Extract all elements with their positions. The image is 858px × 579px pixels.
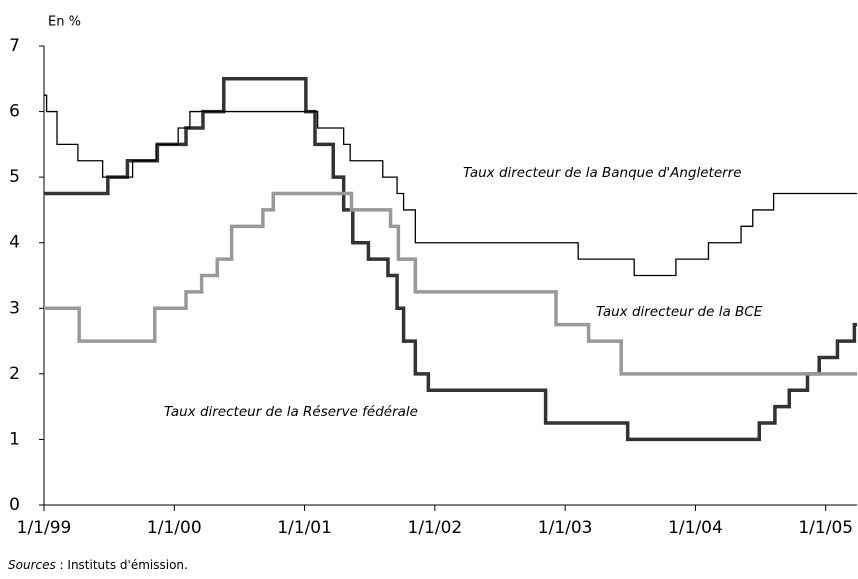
y-tick-label: 3 xyxy=(9,298,20,318)
rate-line xyxy=(44,77,857,442)
source-text: : Instituts d'émission. xyxy=(56,558,188,572)
source: Sources : Instituts d'émission. xyxy=(8,558,188,572)
x-tick-label: 1/1/01 xyxy=(277,518,332,538)
x-tick-label: 1/1/04 xyxy=(668,518,723,538)
rate-line xyxy=(44,94,857,277)
y-tick-label: 4 xyxy=(9,233,20,253)
y-tick-label: 2 xyxy=(9,364,20,384)
y-tick-label: 1 xyxy=(9,429,20,449)
x-tick-label: 1/1/02 xyxy=(408,518,463,538)
x-tick-label: 1/1/99 xyxy=(17,518,72,538)
x-tick-label: 1/1/03 xyxy=(538,518,593,538)
x-tick-label: 1/1/00 xyxy=(147,518,202,538)
annotation: Taux directeur de la BCE xyxy=(596,304,763,320)
y-tick-label: 6 xyxy=(9,102,20,122)
rate-line xyxy=(44,191,857,376)
x-tick-label: 1/1/05 xyxy=(798,518,853,538)
y-tick-label: 7 xyxy=(9,36,20,56)
annotation: Taux directeur de la Banque d'Angleterre xyxy=(463,165,742,181)
y-tick-label: 0 xyxy=(9,495,20,515)
unit-label: En % xyxy=(48,15,81,30)
annotation: Taux directeur de la Réserve fédérale xyxy=(164,404,418,420)
source-label: Sources xyxy=(8,558,56,572)
y-tick-label: 5 xyxy=(9,167,20,187)
